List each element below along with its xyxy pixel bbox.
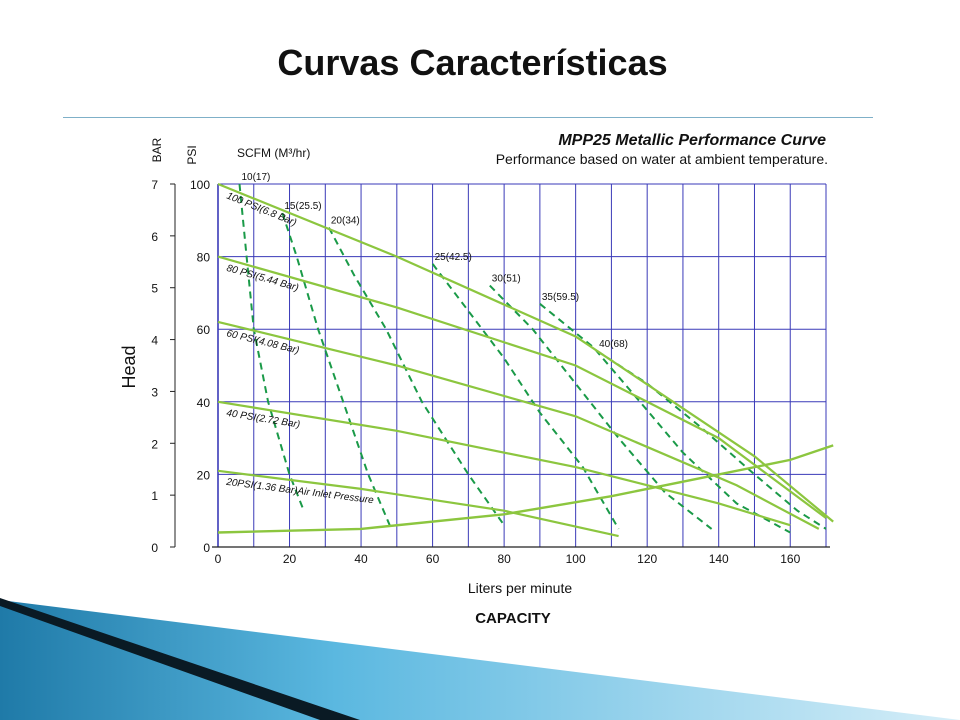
air-consumption-label: 30(51) — [492, 274, 521, 285]
air-unit-label: SCFM (M³/hr) — [237, 146, 310, 160]
air-consumption-label: 40(68) — [599, 339, 628, 350]
psi-tick-label: 60 — [197, 323, 211, 337]
bar-tick-label: 0 — [151, 541, 158, 555]
bar-tick-label: 4 — [151, 334, 158, 348]
bar-unit-label: BAR — [150, 137, 164, 162]
bar-tick-label: 1 — [151, 489, 158, 503]
chart-title: MPP25 Metallic Performance Curve — [558, 132, 826, 149]
bar-tick-label: 7 — [151, 178, 158, 192]
air-consumption-label: 15(25.5) — [284, 201, 321, 212]
psi-tick-label: 40 — [197, 396, 211, 410]
chart-subtitle: Performance based on water at ambient te… — [496, 151, 828, 167]
chart-axes: 0 20 40 60 80 100 120 140 160 0 20 40 60 80 100 0 1 2 3 4 5 6… — [151, 178, 830, 566]
x-tick-label: 160 — [780, 552, 800, 566]
air-consumption-label: 20(34) — [331, 216, 360, 227]
x-tick-label: 80 — [497, 552, 511, 566]
x-tick-label: 100 — [566, 552, 586, 566]
psi-tick-label: 0 — [203, 541, 210, 555]
x-axis-secondary-label: CAPACITY — [475, 610, 551, 627]
air-consumption-curve — [539, 303, 791, 534]
air-consumption-label: 10(17) — [241, 172, 270, 183]
psi-tick-label: 100 — [190, 178, 210, 192]
air-consumption-curve — [431, 263, 620, 530]
air-consumption-label: 25(42.5) — [435, 252, 472, 263]
air-pressure-curve — [217, 469, 619, 538]
air-pressure-curve — [217, 182, 834, 523]
rising-curve — [217, 444, 834, 534]
decor-wedge-dark — [0, 598, 360, 720]
x-tick-label: 120 — [637, 552, 657, 566]
title-divider — [63, 117, 873, 118]
air-pressure-curve — [217, 255, 827, 519]
decor-wedge-light — [0, 600, 960, 720]
psi-unit-label: PSI — [185, 145, 199, 164]
bar-tick-label: 6 — [151, 230, 158, 244]
x-axis-label: Liters per minute — [468, 580, 572, 596]
air-pressure-curve — [217, 320, 820, 530]
slide-title: Curvas Características — [277, 42, 668, 83]
bar-tick-label: 3 — [151, 385, 158, 399]
chart-series — [217, 182, 834, 538]
x-tick-label: 40 — [354, 552, 368, 566]
x-tick-label: 0 — [215, 552, 222, 566]
x-tick-label: 140 — [709, 552, 729, 566]
air-consumption-label: 35(59.5) — [542, 292, 579, 303]
air-consumption-curve — [328, 227, 505, 526]
air-pressure-curve — [217, 400, 791, 527]
air-consumption-curve — [281, 212, 391, 526]
bar-tick-label: 5 — [151, 282, 158, 296]
x-tick-label: 60 — [426, 552, 440, 566]
air-consumption-curve — [489, 284, 713, 530]
psi-tick-label: 80 — [197, 251, 211, 265]
x-tick-label: 20 — [283, 552, 297, 566]
psi-tick-label: 20 — [197, 468, 211, 482]
y-axis-label: Head — [119, 345, 139, 388]
bar-tick-label: 2 — [151, 437, 158, 451]
